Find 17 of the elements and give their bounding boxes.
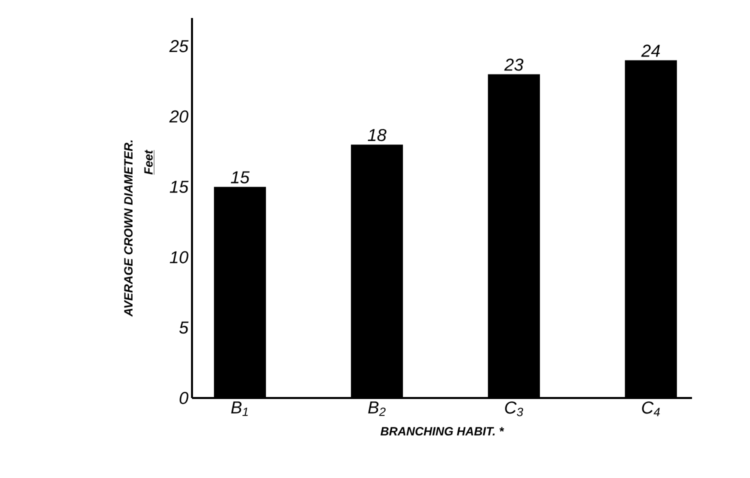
y-tick-label: 0 xyxy=(180,392,188,404)
y-tick-label: 10 xyxy=(170,251,188,264)
data-label: 15 xyxy=(230,171,250,184)
y-axis-title: AVERAGE CROWN DIAMETER. xyxy=(124,140,133,317)
y-tick-label: 20 xyxy=(169,110,188,123)
data-label: 24 xyxy=(641,44,660,57)
x-tick-label: B$_{1}$ xyxy=(231,402,248,416)
y-tick-label: 25 xyxy=(169,40,189,52)
x-tick-label: B$_{2}$ xyxy=(368,402,386,416)
y-tick-label: 5 xyxy=(179,322,189,334)
x-tick-label: C$_{4}$ xyxy=(642,402,660,416)
x-tick-label: C$_{3}$ xyxy=(505,402,524,416)
data-label: 23 xyxy=(504,58,524,71)
text: Feet xyxy=(144,150,153,174)
x-axis-title: BRANCHING HABIT. * xyxy=(380,427,504,436)
data-label: 18 xyxy=(368,128,386,142)
y-tick-label: 15 xyxy=(170,180,189,193)
